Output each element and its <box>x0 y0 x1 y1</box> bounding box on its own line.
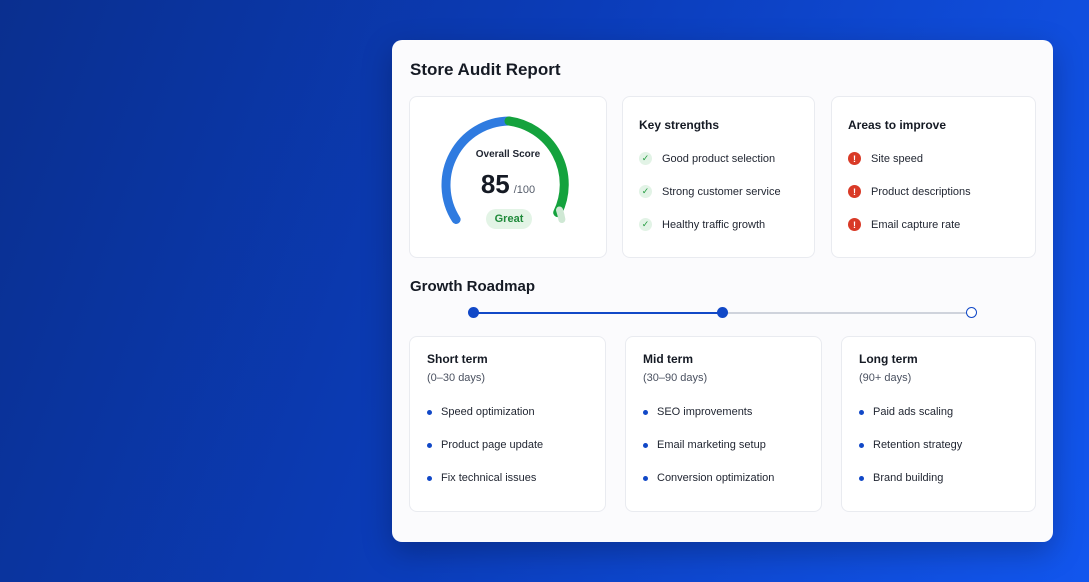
roadmap-stage-range: (30–90 days) <box>643 372 708 384</box>
strength-item: ✓ Strong customer service <box>639 185 781 198</box>
score-gauge <box>441 116 569 224</box>
roadmap-item-label: Conversion optimization <box>657 472 775 484</box>
timeline-remaining-line <box>723 312 972 314</box>
improve-item: ! Product descriptions <box>848 185 971 198</box>
score-value: 85 <box>480 169 510 199</box>
overall-score-panel: Overall Score 85/100 Great <box>409 96 607 258</box>
roadmap-stage-title: Short term <box>427 352 488 366</box>
timeline-dot-short-term <box>468 307 479 318</box>
alert-icon: ! <box>848 218 861 231</box>
roadmap-item-label: SEO improvements <box>657 406 753 418</box>
strength-label: Strong customer service <box>662 185 781 198</box>
areas-to-improve-title: Areas to improve <box>848 118 947 132</box>
roadmap-card-short-term: Short term (0–30 days) Speed optimizatio… <box>409 336 606 512</box>
roadmap-timeline <box>392 306 1053 320</box>
roadmap-item-label: Product page update <box>441 439 544 451</box>
improve-label: Product descriptions <box>871 185 971 198</box>
roadmap-item-label: Email marketing setup <box>657 439 766 451</box>
bullet-icon <box>427 409 432 415</box>
bullet-icon <box>643 475 648 481</box>
improve-label: Site speed <box>871 152 923 165</box>
overall-score-label: Overall Score <box>475 149 541 160</box>
improve-item: ! Site speed <box>848 152 923 165</box>
timeline-dot-mid-term <box>717 307 728 318</box>
roadmap-item: Product page update <box>427 439 543 451</box>
report-title: Store Audit Report <box>410 60 561 79</box>
score-badge: Great <box>486 209 532 229</box>
strength-item: ✓ Good product selection <box>639 152 775 165</box>
roadmap-item-label: Paid ads scaling <box>873 406 954 418</box>
timeline-progress-line <box>474 312 723 314</box>
roadmap-item-label: Retention strategy <box>873 439 963 451</box>
roadmap-item: SEO improvements <box>643 406 752 418</box>
bullet-icon <box>859 409 864 415</box>
strength-label: Good product selection <box>662 152 776 165</box>
bullet-icon <box>859 475 864 481</box>
score-value-row: 85/100 <box>410 169 606 200</box>
key-strengths-panel: Key strengths ✓ Good product selection ✓… <box>622 96 815 258</box>
roadmap-stage-range: (90+ days) <box>859 372 912 384</box>
roadmap-card-mid-term: Mid term (30–90 days) SEO improvements E… <box>625 336 822 512</box>
gauge-blue-arc <box>441 116 514 224</box>
bullet-icon <box>643 442 648 448</box>
improve-label: Email capture rate <box>871 218 961 231</box>
alert-icon: ! <box>848 152 861 165</box>
check-icon: ✓ <box>639 152 652 165</box>
roadmap-item-label: Speed optimization <box>441 406 535 418</box>
roadmap-item-label: Brand building <box>873 472 944 484</box>
roadmap-item: Paid ads scaling <box>859 406 953 418</box>
roadmap-item: Brand building <box>859 472 943 484</box>
alert-icon: ! <box>848 185 861 198</box>
bullet-icon <box>643 409 648 415</box>
roadmap-item: Fix technical issues <box>427 472 536 484</box>
key-strengths-title: Key strengths <box>639 118 720 132</box>
roadmap-stage-title: Long term <box>859 352 918 366</box>
strength-item: ✓ Healthy traffic growth <box>639 218 765 231</box>
improve-item: ! Email capture rate <box>848 218 960 231</box>
bullet-icon <box>427 442 432 448</box>
roadmap-stage-title: Mid term <box>643 352 694 366</box>
score-max: /100 <box>513 184 536 196</box>
timeline-dot-long-term <box>966 307 977 318</box>
bullet-icon <box>427 475 432 481</box>
roadmap-item: Email marketing setup <box>643 439 766 451</box>
bullet-icon <box>859 442 864 448</box>
roadmap-item: Speed optimization <box>427 406 535 418</box>
strength-label: Healthy traffic growth <box>662 218 766 231</box>
growth-roadmap-title: Growth Roadmap <box>410 278 536 295</box>
gauge-remaining-arc <box>556 206 566 223</box>
roadmap-stage-range: (0–30 days) <box>427 372 486 384</box>
check-icon: ✓ <box>639 185 652 198</box>
check-icon: ✓ <box>639 218 652 231</box>
gauge-green-arc <box>504 116 569 218</box>
areas-to-improve-panel: Areas to improve ! Site speed ! Product … <box>831 96 1036 258</box>
roadmap-item: Conversion optimization <box>643 472 774 484</box>
roadmap-item-label: Fix technical issues <box>441 472 537 484</box>
audit-report-card: Store Audit Report Overall Score 85/100 … <box>392 40 1053 542</box>
roadmap-card-long-term: Long term (90+ days) Paid ads scaling Re… <box>841 336 1036 512</box>
roadmap-item: Retention strategy <box>859 439 962 451</box>
